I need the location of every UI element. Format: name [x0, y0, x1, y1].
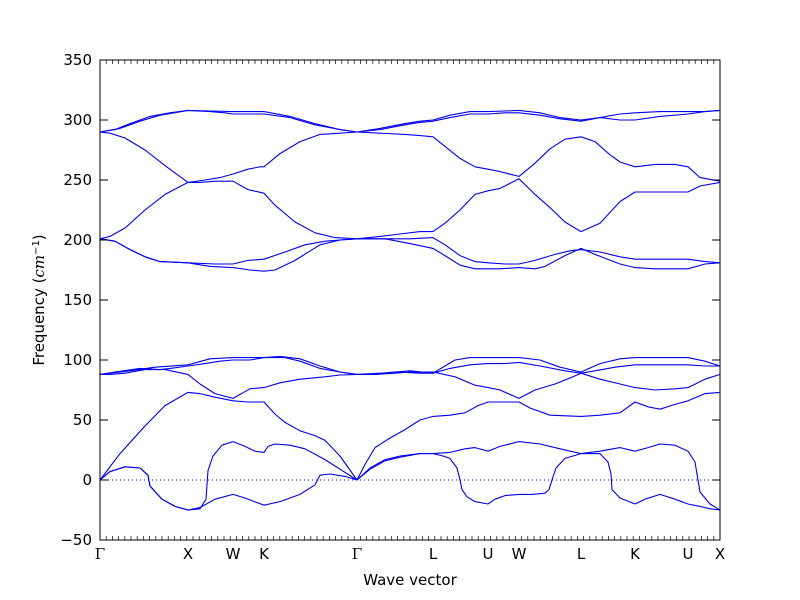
x-tick-label-2: X	[183, 545, 193, 563]
phonon-branch-22	[356, 131, 721, 182]
phonon-branch-15	[356, 391, 721, 481]
y-axis-label: Frequency (cm−1)	[30, 234, 48, 365]
phonon-branch-4	[100, 369, 358, 399]
plot-area	[99, 109, 721, 511]
y-tick-label: 300	[63, 111, 92, 129]
x-tick-label-7: U	[483, 545, 494, 563]
y-tick-label: 350	[63, 51, 92, 69]
phonon-branch-13	[356, 453, 721, 511]
y-axis-label-text: Frequency (	[30, 278, 48, 366]
plot-frame	[99, 59, 721, 541]
phonon-branch-14	[356, 441, 721, 511]
y-tick-label: −50	[60, 531, 92, 549]
phonon-branch-12	[99, 109, 358, 133]
phonon-branch-17	[357, 361, 720, 375]
phonon-branch-20	[357, 238, 721, 270]
y-tick-label: 100	[63, 351, 92, 369]
phonon-branch-2	[99, 441, 358, 511]
phonon-branch-7	[99, 238, 358, 265]
phonon-branch-24	[356, 109, 721, 133]
y-tick-label: 50	[73, 411, 92, 429]
x-tick-label-5: Γ	[352, 545, 362, 563]
y-axis-label-unit-exponent: −1	[31, 240, 42, 255]
x-tick-label-11: U	[683, 545, 694, 563]
x-tick-label-12: X	[715, 545, 725, 563]
phonon-branch-9	[99, 131, 358, 240]
y-tick-label: 250	[63, 171, 92, 189]
phonon-branch-1	[99, 466, 358, 511]
y-tick-label: 150	[63, 291, 92, 309]
phonon-branch-19	[357, 237, 721, 265]
x-tick-label-8: W	[512, 545, 527, 563]
phonon-branch-23	[356, 109, 721, 133]
phonon-branch-11	[99, 109, 358, 133]
x-tick-label-10: K	[630, 545, 641, 563]
phonon-branch-21	[356, 178, 721, 240]
phonon-branch-6	[99, 357, 358, 375]
phonon-branch-5	[99, 355, 358, 375]
x-tick-label-1: Γ	[95, 545, 105, 563]
y-axis-ticks: −50 0 50 100 150 200 250 300 350	[60, 51, 720, 549]
x-tick-label-3: W	[226, 545, 241, 563]
y-tick-label: 0	[82, 471, 92, 489]
x-tick-label-9: L	[577, 545, 586, 563]
y-axis-label-close: )	[30, 234, 48, 240]
phonon-branch-18	[356, 357, 721, 375]
phonon-branch-10	[99, 131, 358, 240]
phonon-branch-16	[357, 371, 721, 399]
y-axis-label-unit: cm	[30, 255, 48, 278]
phonon-branch-3	[99, 391, 358, 481]
phonon-branch-8	[99, 238, 358, 272]
x-tick-label-4: K	[259, 545, 270, 563]
x-axis-label: Wave vector	[363, 571, 457, 589]
x-tick-label-6: L	[429, 545, 438, 563]
y-tick-label: 200	[63, 231, 92, 249]
